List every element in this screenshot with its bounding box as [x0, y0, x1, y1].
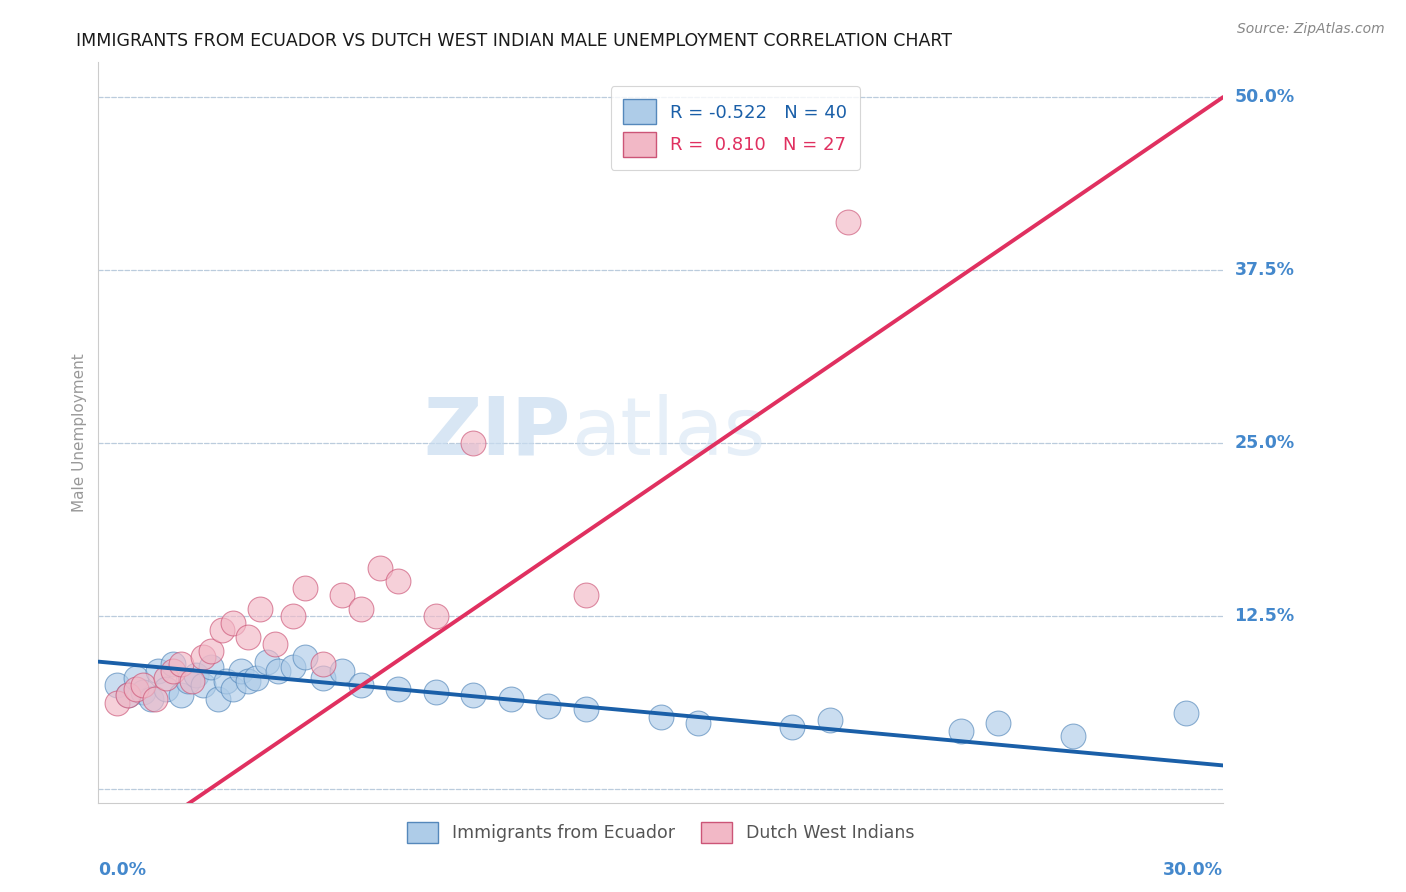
Point — [780, 720, 803, 734]
Point — [350, 678, 373, 692]
Point — [267, 665, 290, 679]
Point — [125, 682, 148, 697]
Point — [312, 671, 335, 685]
Point — [425, 609, 447, 624]
Text: IMMIGRANTS FROM ECUADOR VS DUTCH WEST INDIAN MALE UNEMPLOYMENT CORRELATION CHART: IMMIGRANTS FROM ECUADOR VS DUTCH WEST IN… — [76, 32, 952, 50]
Point — [238, 630, 260, 644]
Point — [155, 671, 177, 685]
Point — [312, 657, 335, 672]
Point — [263, 637, 285, 651]
Point — [170, 688, 193, 702]
Point — [499, 692, 522, 706]
Point — [132, 685, 155, 699]
Point — [125, 671, 148, 685]
Point — [193, 650, 215, 665]
Point — [143, 692, 166, 706]
Point — [200, 660, 222, 674]
Point — [117, 688, 139, 702]
Point — [222, 615, 245, 630]
Point — [245, 671, 267, 685]
Point — [949, 723, 972, 738]
Point — [139, 692, 162, 706]
Point — [170, 657, 193, 672]
Point — [650, 710, 672, 724]
Point — [387, 574, 409, 589]
Point — [105, 696, 128, 710]
Point — [330, 588, 353, 602]
Point — [181, 673, 204, 688]
Point — [283, 609, 305, 624]
Point — [222, 682, 245, 697]
Text: atlas: atlas — [571, 393, 765, 472]
Point — [162, 657, 184, 672]
Point — [387, 682, 409, 697]
Point — [463, 436, 485, 450]
Point — [294, 582, 316, 596]
Point — [256, 655, 278, 669]
Point — [575, 588, 598, 602]
Y-axis label: Male Unemployment: Male Unemployment — [72, 353, 87, 512]
Point — [193, 678, 215, 692]
Text: 30.0%: 30.0% — [1163, 861, 1223, 879]
Point — [229, 665, 252, 679]
Text: 0.0%: 0.0% — [98, 861, 146, 879]
Text: Source: ZipAtlas.com: Source: ZipAtlas.com — [1237, 22, 1385, 37]
Point — [215, 673, 238, 688]
Text: 25.0%: 25.0% — [1234, 434, 1295, 452]
Text: 50.0%: 50.0% — [1234, 88, 1295, 106]
Point — [330, 665, 353, 679]
Point — [987, 715, 1010, 730]
Point — [105, 678, 128, 692]
Text: ZIP: ZIP — [423, 393, 571, 472]
Point — [463, 688, 485, 702]
Point — [211, 623, 233, 637]
Point — [148, 665, 170, 679]
Point — [155, 682, 177, 697]
Point — [162, 665, 184, 679]
Text: 12.5%: 12.5% — [1234, 607, 1295, 625]
Point — [117, 688, 139, 702]
Legend: Immigrants from Ecuador, Dutch West Indians: Immigrants from Ecuador, Dutch West Indi… — [394, 808, 928, 857]
Point — [132, 678, 155, 692]
Point — [207, 692, 229, 706]
Point — [283, 660, 305, 674]
Point — [425, 685, 447, 699]
Point — [200, 643, 222, 657]
Point — [238, 673, 260, 688]
Point — [575, 702, 598, 716]
Point — [184, 668, 207, 682]
Point — [1174, 706, 1197, 720]
Point — [1062, 730, 1084, 744]
Point — [350, 602, 373, 616]
Point — [294, 650, 316, 665]
Point — [818, 713, 841, 727]
Point — [368, 560, 391, 574]
Point — [837, 214, 859, 228]
Text: 37.5%: 37.5% — [1234, 261, 1295, 279]
Point — [688, 715, 710, 730]
Point — [537, 698, 560, 713]
Point — [177, 673, 200, 688]
Point — [249, 602, 271, 616]
